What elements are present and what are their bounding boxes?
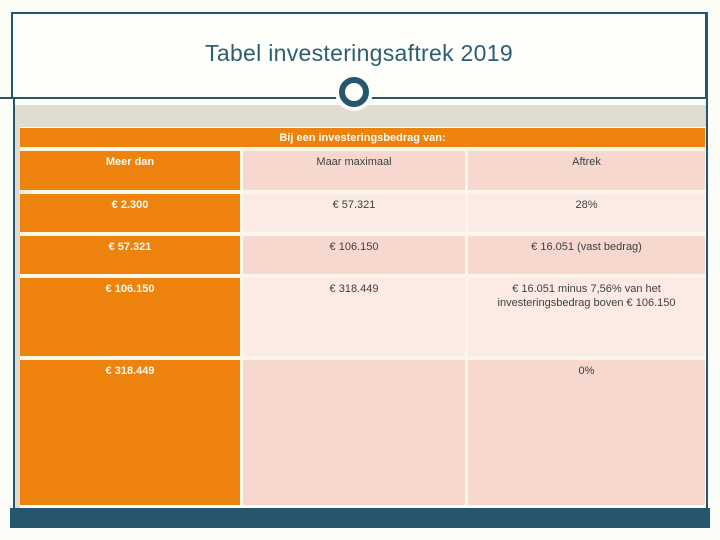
table-cell-row3-aftrek: € 16.051 minus 7,56% van het investering…: [468, 278, 705, 356]
table-cell-row2-aftrek: € 16.051 (vast bedrag): [468, 236, 705, 274]
col-header-aftrek: Aftrek: [468, 151, 705, 190]
table-banner: Bij een investeringsbedrag van:: [20, 128, 705, 147]
table-cell-row4-aftrek: 0%: [468, 360, 705, 505]
slide-title: Tabel investeringsaftrek 2019: [205, 40, 513, 66]
investment-deduction-table: Bij een investeringsbedrag van: Meer dan…: [20, 128, 705, 505]
footer-bar: [10, 508, 710, 528]
col-header-meer-dan: Meer dan: [20, 151, 240, 190]
content-background-band: [15, 105, 706, 127]
table-cell-row2-meer-dan: € 57.321: [20, 236, 240, 274]
table-cell-row1-meer-dan: € 2.300: [20, 194, 240, 232]
col-header-maar-maximaal: Maar maximaal: [243, 151, 465, 190]
table-cell-row4-maar-maximaal: [243, 360, 465, 505]
table-cell-row3-meer-dan: € 106.150: [20, 278, 240, 356]
left-border-line: [13, 99, 15, 508]
table-cell-row2-maar-maximaal: € 106.150: [243, 236, 465, 274]
divider-circle-ornament-icon: [339, 77, 369, 107]
table-cell-row1-maar-maximaal: € 57.321: [243, 194, 465, 232]
right-border-line: [706, 12, 708, 508]
divider-line-left: [0, 97, 11, 99]
table-cell-row4-meer-dan: € 318.449: [20, 360, 240, 505]
table-cell-row3-maar-maximaal: € 318.449: [243, 278, 465, 356]
content-background-strip: [15, 105, 20, 508]
table-cell-row1-aftrek: 28%: [468, 194, 705, 232]
